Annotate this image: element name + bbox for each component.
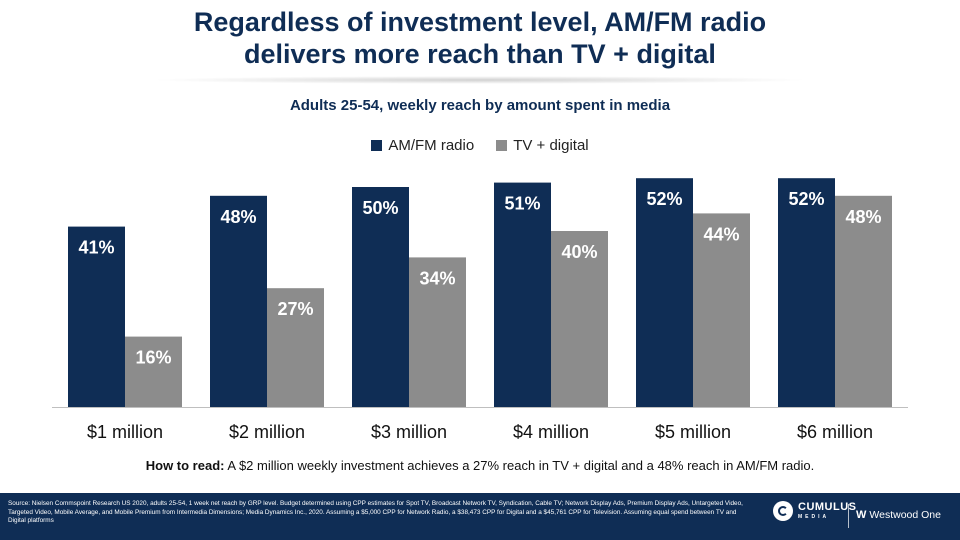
how-to-read-text: A $2 million weekly investment achieves … bbox=[227, 458, 815, 473]
x-tick-label-2: $2 million bbox=[229, 422, 305, 442]
how-to-read: How to read: A $2 million weekly investm… bbox=[0, 458, 960, 473]
data-label-tv-digital-6: 48% bbox=[845, 207, 881, 227]
page-title: Regardless of investment level, AM/FM ra… bbox=[0, 6, 960, 70]
westwood-one-logo: W Westwood One bbox=[856, 509, 941, 521]
bar-tv-digital-6 bbox=[835, 195, 892, 407]
legend-item-radio: AM/FM radio bbox=[371, 137, 474, 154]
data-label-radio-1: 41% bbox=[78, 238, 114, 258]
data-label-radio-5: 52% bbox=[646, 189, 682, 209]
bar-tv-digital-4 bbox=[551, 231, 608, 407]
chart-subtitle: Adults 25-54, weekly reach by amount spe… bbox=[289, 97, 671, 114]
bar-tv-digital-2 bbox=[267, 288, 324, 407]
westwood-one-mark-icon: W bbox=[856, 509, 866, 521]
title-line-1: Regardless of investment level, AM/FM ra… bbox=[193, 7, 767, 37]
data-label-tv-digital-2: 27% bbox=[277, 299, 313, 319]
cumulus-logo-text: CUMULUS bbox=[798, 500, 857, 513]
data-label-tv-digital-4: 40% bbox=[561, 242, 597, 262]
legend-swatch-tv-digital bbox=[496, 140, 508, 151]
x-tick-label-4: $4 million bbox=[513, 422, 589, 442]
x-tick-label-3: $3 million bbox=[371, 422, 447, 442]
legend-label-tv-digital: TV + digital bbox=[513, 137, 589, 154]
bar-radio-1 bbox=[68, 226, 125, 407]
cumulus-logo: CUMULUS MEDIA bbox=[773, 501, 857, 521]
data-label-tv-digital-5: 44% bbox=[703, 224, 739, 244]
bar-tv-digital-3 bbox=[409, 257, 466, 407]
x-tick-label-6: $6 million bbox=[797, 422, 873, 442]
bar-radio-2 bbox=[210, 195, 267, 407]
bar-chart: 41% 16% $1 million 48% 27% $2 million 50% 34% $3… bbox=[52, 178, 908, 442]
title-underline-shadow bbox=[150, 76, 810, 84]
data-label-radio-2: 48% bbox=[220, 207, 256, 227]
data-label-radio-6: 52% bbox=[788, 189, 824, 209]
cumulus-logo-icon bbox=[773, 501, 793, 521]
westwood-one-text: Westwood One bbox=[869, 509, 941, 521]
source-note: Source: Nielsen Commspoint Research US 2… bbox=[8, 500, 743, 525]
chart-legend: AM/FM radio TV + digital bbox=[0, 137, 960, 154]
x-tick-label-5: $5 million bbox=[655, 422, 731, 442]
title-line-2: delivers more reach than TV + digital bbox=[244, 39, 716, 69]
bar-radio-6 bbox=[778, 178, 835, 407]
bar-radio-5 bbox=[636, 178, 693, 407]
data-label-radio-4: 51% bbox=[504, 194, 540, 214]
data-label-tv-digital-1: 16% bbox=[135, 348, 171, 368]
cumulus-logo-sub: MEDIA bbox=[798, 513, 830, 520]
bar-radio-4 bbox=[494, 182, 551, 407]
how-to-read-label: How to read: bbox=[145, 458, 225, 473]
footer-bar: Source: Nielsen Commspoint Research US 2… bbox=[0, 493, 960, 540]
x-tick-label-1: $1 million bbox=[87, 422, 163, 442]
legend-item-tv-digital: TV + digital bbox=[496, 137, 589, 154]
bar-radio-3 bbox=[352, 187, 409, 407]
legend-label-radio: AM/FM radio bbox=[388, 137, 475, 154]
data-label-radio-3: 50% bbox=[362, 198, 398, 218]
bar-tv-digital-1 bbox=[125, 336, 182, 407]
logo-divider bbox=[848, 504, 849, 528]
data-label-tv-digital-3: 34% bbox=[419, 268, 455, 288]
bar-tv-digital-5 bbox=[693, 213, 750, 407]
legend-swatch-radio bbox=[371, 140, 383, 151]
